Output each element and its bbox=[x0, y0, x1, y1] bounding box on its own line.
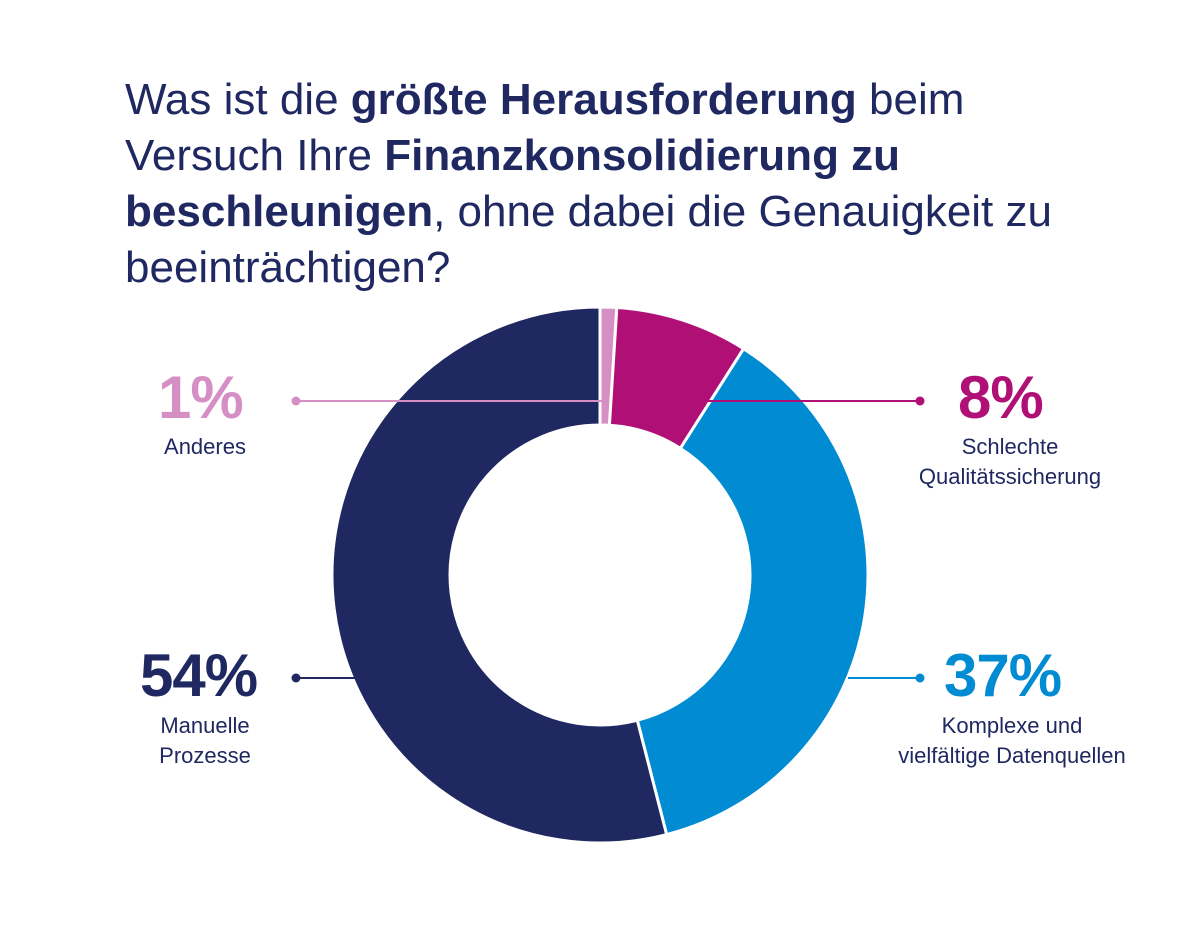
slice-value-label-manuell: 54% bbox=[140, 642, 258, 709]
donut-slice-manuelle-prozesse bbox=[330, 305, 669, 845]
title-segment: größte Herausforderung bbox=[350, 75, 857, 124]
leader-dot bbox=[291, 396, 301, 406]
slice-label-line: Manuelle bbox=[160, 713, 250, 738]
leader-dot bbox=[291, 673, 301, 683]
slice-value-label-datenquellen: 37% bbox=[944, 642, 1062, 709]
slice-label-anderes: Anderes bbox=[164, 434, 246, 459]
slice-label-manuell: Manuelle Prozesse bbox=[130, 711, 280, 771]
slice-label-line: Schlechte bbox=[961, 434, 1059, 459]
slice-label-qualitaet: Schlechte Qualitätssicherung bbox=[880, 432, 1140, 492]
slice-label-line: Qualitätssicherung bbox=[918, 464, 1102, 489]
title-segment: Finanzkonsolidierung zu beschleunigen bbox=[125, 131, 901, 236]
title-segment: Was ist die bbox=[125, 75, 351, 124]
title-segment: , ohne dabei die Genauigkeit zu beeinträ… bbox=[125, 187, 1052, 292]
slice-value-label-qualitaet: 8% bbox=[958, 364, 1044, 431]
chart-title: Was ist die größte Herausforderung beim … bbox=[125, 72, 1125, 296]
title-segment: beim Versuch Ihre bbox=[125, 75, 965, 180]
slice-label-line: vielfältige Datenquellen bbox=[898, 743, 1126, 768]
slice-label-line: Komplexe und bbox=[941, 713, 1083, 738]
leader-dot bbox=[915, 673, 925, 683]
donut-slice-komplexe-und-vielfältige-datenquellen bbox=[635, 346, 870, 837]
leader-dot bbox=[915, 396, 925, 406]
slice-label-line: Prozesse bbox=[159, 743, 251, 768]
slice-value-label-anderes: 1% bbox=[158, 364, 244, 431]
slice-label-datenquellen: Komplexe und vielfältige Datenquellen bbox=[862, 711, 1162, 771]
